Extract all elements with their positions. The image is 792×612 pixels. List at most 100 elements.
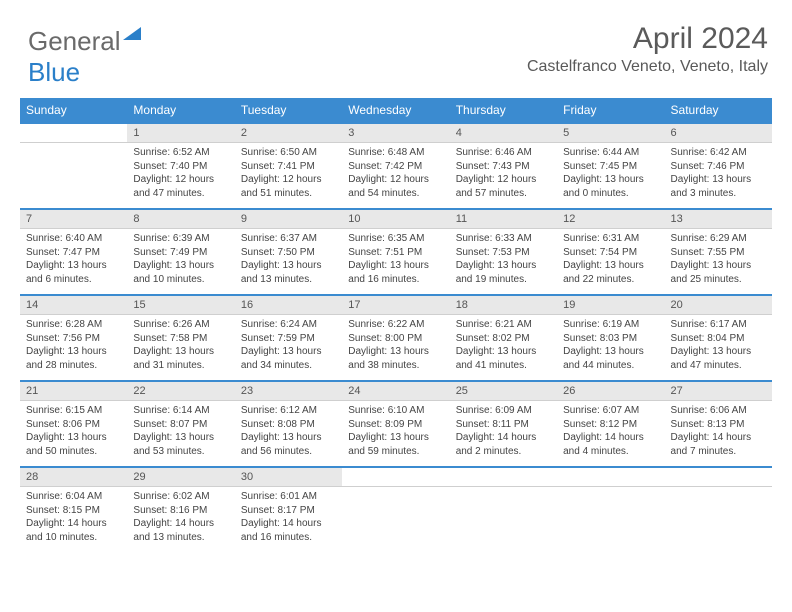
daylight-text: Daylight: 13 hours and 22 minutes.: [563, 259, 658, 286]
daylight-text: Daylight: 13 hours and 34 minutes.: [241, 345, 336, 372]
sunset-text: Sunset: 8:06 PM: [26, 418, 121, 432]
sunset-text: Sunset: 7:54 PM: [563, 246, 658, 260]
daylight-text: Daylight: 12 hours and 47 minutes.: [133, 173, 228, 200]
date-detail-cell: Sunrise: 6:24 AMSunset: 7:59 PMDaylight:…: [235, 315, 342, 382]
date-number-row: 14151617181920: [20, 295, 772, 315]
date-number-cell: 18: [450, 295, 557, 315]
sunset-text: Sunset: 8:00 PM: [348, 332, 443, 346]
sunset-text: Sunset: 8:13 PM: [671, 418, 766, 432]
brand-part1: General: [28, 26, 121, 56]
date-number-cell: 2: [235, 123, 342, 143]
sunset-text: Sunset: 8:12 PM: [563, 418, 658, 432]
sunrise-text: Sunrise: 6:37 AM: [241, 232, 336, 246]
sunrise-text: Sunrise: 6:01 AM: [241, 490, 336, 504]
date-detail-cell: Sunrise: 6:42 AMSunset: 7:46 PMDaylight:…: [665, 143, 772, 210]
daylight-text: Daylight: 14 hours and 2 minutes.: [456, 431, 551, 458]
daylight-text: Daylight: 13 hours and 47 minutes.: [671, 345, 766, 372]
day-header: Thursday: [450, 98, 557, 123]
sunrise-text: Sunrise: 6:06 AM: [671, 404, 766, 418]
sunset-text: Sunset: 8:07 PM: [133, 418, 228, 432]
date-number-cell: 29: [127, 467, 234, 487]
date-number-cell: 19: [557, 295, 664, 315]
date-detail-cell: Sunrise: 6:10 AMSunset: 8:09 PMDaylight:…: [342, 401, 449, 468]
date-detail-cell: Sunrise: 6:50 AMSunset: 7:41 PMDaylight:…: [235, 143, 342, 210]
date-detail-cell: Sunrise: 6:48 AMSunset: 7:42 PMDaylight:…: [342, 143, 449, 210]
sunrise-text: Sunrise: 6:24 AM: [241, 318, 336, 332]
sunrise-text: Sunrise: 6:19 AM: [563, 318, 658, 332]
date-detail-cell: Sunrise: 6:06 AMSunset: 8:13 PMDaylight:…: [665, 401, 772, 468]
daylight-text: Daylight: 13 hours and 3 minutes.: [671, 173, 766, 200]
date-detail-cell: Sunrise: 6:12 AMSunset: 8:08 PMDaylight:…: [235, 401, 342, 468]
daylight-text: Daylight: 13 hours and 25 minutes.: [671, 259, 766, 286]
calendar-table: SundayMondayTuesdayWednesdayThursdayFrid…: [20, 98, 772, 552]
date-number-cell: 12: [557, 209, 664, 229]
date-number-cell: 8: [127, 209, 234, 229]
sunrise-text: Sunrise: 6:15 AM: [26, 404, 121, 418]
date-number-row: 282930: [20, 467, 772, 487]
brand-logo: General Blue: [28, 26, 141, 88]
sunset-text: Sunset: 8:15 PM: [26, 504, 121, 518]
sunset-text: Sunset: 7:45 PM: [563, 160, 658, 174]
date-detail-cell: Sunrise: 6:33 AMSunset: 7:53 PMDaylight:…: [450, 229, 557, 296]
day-header: Sunday: [20, 98, 127, 123]
sunrise-text: Sunrise: 6:46 AM: [456, 146, 551, 160]
sunset-text: Sunset: 7:47 PM: [26, 246, 121, 260]
date-number-cell: 28: [20, 467, 127, 487]
day-header: Tuesday: [235, 98, 342, 123]
daylight-text: Daylight: 13 hours and 31 minutes.: [133, 345, 228, 372]
date-number-cell: 6: [665, 123, 772, 143]
date-number-cell: 7: [20, 209, 127, 229]
sunrise-text: Sunrise: 6:39 AM: [133, 232, 228, 246]
sunset-text: Sunset: 8:09 PM: [348, 418, 443, 432]
date-number-cell: 20: [665, 295, 772, 315]
sunrise-text: Sunrise: 6:42 AM: [671, 146, 766, 160]
sunrise-text: Sunrise: 6:09 AM: [456, 404, 551, 418]
date-detail-cell: Sunrise: 6:46 AMSunset: 7:43 PMDaylight:…: [450, 143, 557, 210]
date-detail-cell: Sunrise: 6:09 AMSunset: 8:11 PMDaylight:…: [450, 401, 557, 468]
sunrise-text: Sunrise: 6:17 AM: [671, 318, 766, 332]
date-detail-cell: Sunrise: 6:29 AMSunset: 7:55 PMDaylight:…: [665, 229, 772, 296]
date-number-cell: 16: [235, 295, 342, 315]
sunrise-text: Sunrise: 6:29 AM: [671, 232, 766, 246]
sunset-text: Sunset: 7:49 PM: [133, 246, 228, 260]
sunrise-text: Sunrise: 6:35 AM: [348, 232, 443, 246]
date-detail-row: Sunrise: 6:04 AMSunset: 8:15 PMDaylight:…: [20, 487, 772, 553]
daylight-text: Daylight: 13 hours and 44 minutes.: [563, 345, 658, 372]
daylight-text: Daylight: 13 hours and 59 minutes.: [348, 431, 443, 458]
daylight-text: Daylight: 13 hours and 38 minutes.: [348, 345, 443, 372]
sunset-text: Sunset: 7:53 PM: [456, 246, 551, 260]
daylight-text: Daylight: 13 hours and 53 minutes.: [133, 431, 228, 458]
brand-triangle-icon: [123, 27, 141, 40]
calendar-body: 123456Sunrise: 6:52 AMSunset: 7:40 PMDay…: [20, 123, 772, 552]
date-detail-cell: Sunrise: 6:04 AMSunset: 8:15 PMDaylight:…: [20, 487, 127, 553]
date-number-cell: [450, 467, 557, 487]
sunrise-text: Sunrise: 6:44 AM: [563, 146, 658, 160]
location-label: Castelfranco Veneto, Veneto, Italy: [527, 58, 768, 76]
date-detail-cell: Sunrise: 6:15 AMSunset: 8:06 PMDaylight:…: [20, 401, 127, 468]
sunset-text: Sunset: 7:58 PM: [133, 332, 228, 346]
sunset-text: Sunset: 7:59 PM: [241, 332, 336, 346]
sunrise-text: Sunrise: 6:26 AM: [133, 318, 228, 332]
date-detail-cell: Sunrise: 6:37 AMSunset: 7:50 PMDaylight:…: [235, 229, 342, 296]
sunset-text: Sunset: 7:40 PM: [133, 160, 228, 174]
day-header: Friday: [557, 98, 664, 123]
day-header-row: SundayMondayTuesdayWednesdayThursdayFrid…: [20, 98, 772, 123]
date-detail-cell: [342, 487, 449, 553]
date-number-cell: 25: [450, 381, 557, 401]
sunrise-text: Sunrise: 6:31 AM: [563, 232, 658, 246]
daylight-text: Daylight: 14 hours and 16 minutes.: [241, 517, 336, 544]
date-detail-cell: Sunrise: 6:01 AMSunset: 8:17 PMDaylight:…: [235, 487, 342, 553]
date-detail-cell: Sunrise: 6:14 AMSunset: 8:07 PMDaylight:…: [127, 401, 234, 468]
date-number-cell: 3: [342, 123, 449, 143]
brand-part2: Blue: [28, 57, 80, 87]
date-number-row: 21222324252627: [20, 381, 772, 401]
sunset-text: Sunset: 8:11 PM: [456, 418, 551, 432]
sunrise-text: Sunrise: 6:21 AM: [456, 318, 551, 332]
sunrise-text: Sunrise: 6:02 AM: [133, 490, 228, 504]
daylight-text: Daylight: 13 hours and 10 minutes.: [133, 259, 228, 286]
date-number-cell: 30: [235, 467, 342, 487]
sunset-text: Sunset: 7:51 PM: [348, 246, 443, 260]
daylight-text: Daylight: 13 hours and 13 minutes.: [241, 259, 336, 286]
sunset-text: Sunset: 7:46 PM: [671, 160, 766, 174]
daylight-text: Daylight: 14 hours and 4 minutes.: [563, 431, 658, 458]
